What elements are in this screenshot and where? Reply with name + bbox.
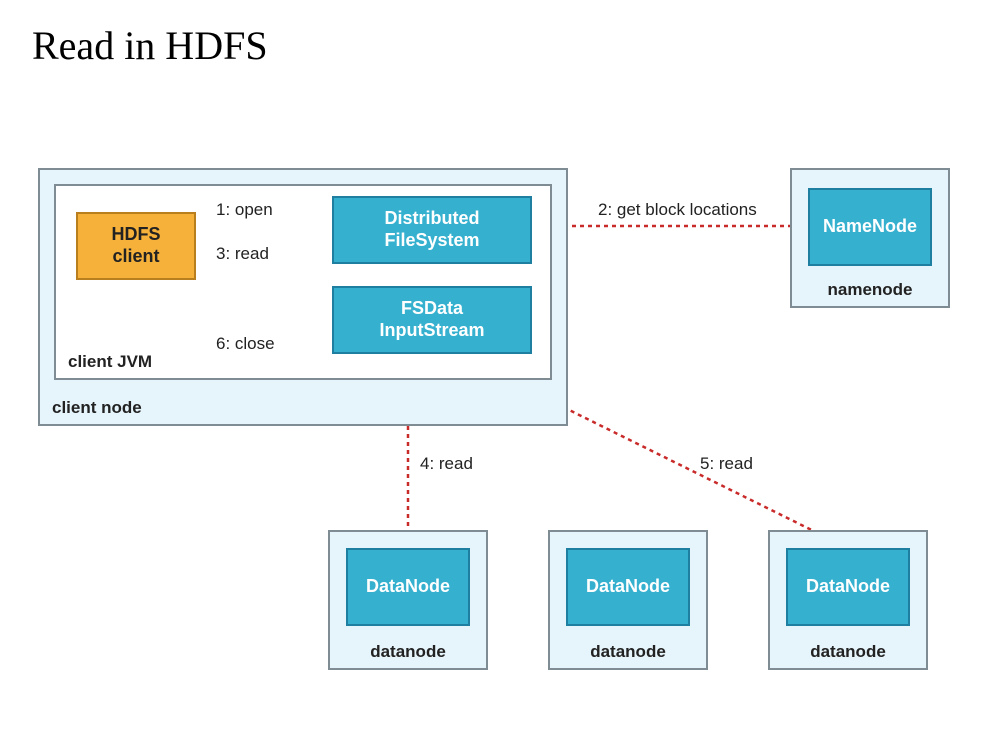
node-dn2: DataNode — [566, 548, 690, 626]
edge-label-e2: 2: get block locations — [598, 200, 757, 220]
node-dfs: DistributedFileSystem — [332, 196, 532, 264]
node-namenode: NameNode — [808, 188, 932, 266]
container-label: client JVM — [68, 352, 152, 372]
node-hdfs_client: HDFSclient — [76, 212, 196, 280]
container-label: namenode — [792, 280, 948, 300]
edge-label-e5: 5: read — [700, 454, 753, 474]
container-label: client node — [52, 398, 142, 418]
container-label: datanode — [550, 642, 706, 662]
node-fsdata: FSDataInputStream — [332, 286, 532, 354]
node-dn3: DataNode — [786, 548, 910, 626]
container-label: datanode — [770, 642, 926, 662]
edge-label-e6: 6: close — [216, 334, 275, 354]
diagram-title: Read in HDFS — [32, 22, 268, 69]
node-dn1: DataNode — [346, 548, 470, 626]
container-label: datanode — [330, 642, 486, 662]
edge-label-e1: 1: open — [216, 200, 273, 220]
edge-label-e4: 4: read — [420, 454, 473, 474]
edge-label-e3: 3: read — [216, 244, 269, 264]
